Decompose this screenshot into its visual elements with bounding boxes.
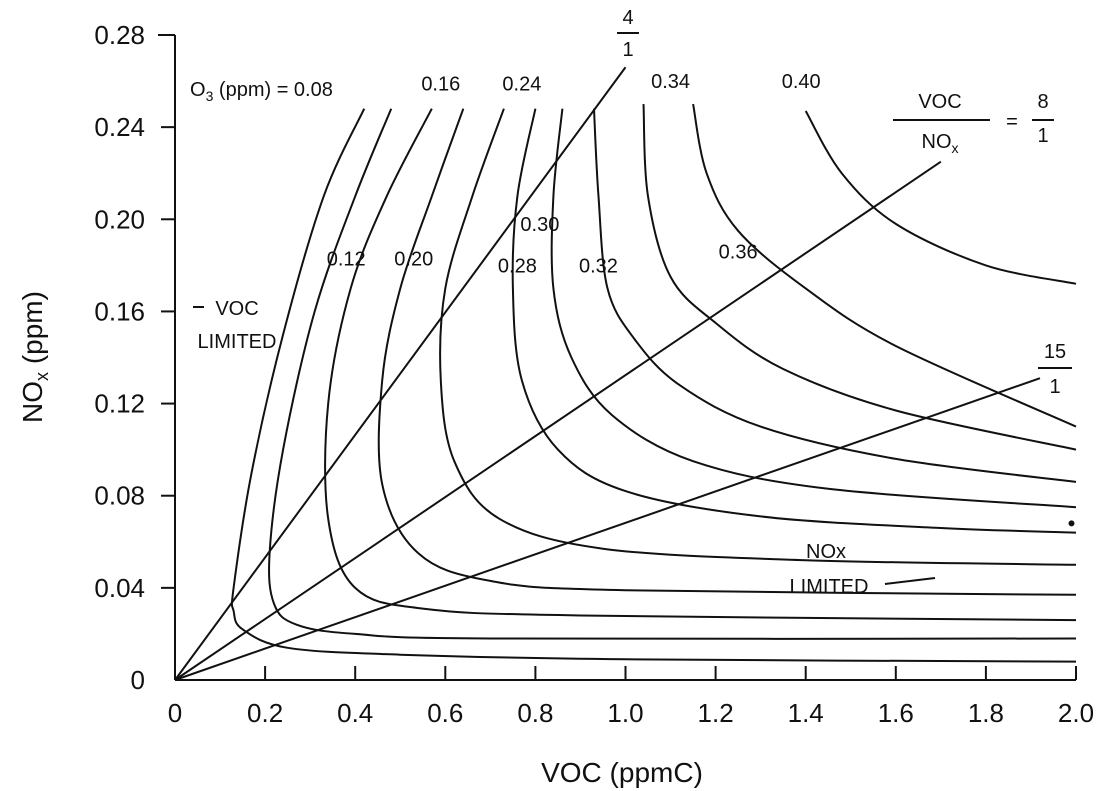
x-tick-label: 0 (168, 698, 182, 728)
y-tick-label: 0.12 (94, 389, 145, 419)
x-tick-label: 2.0 (1058, 698, 1094, 728)
o3-header-sub: 3 (206, 88, 214, 104)
isopleth-0.34 (642, 104, 1077, 451)
isopleth-0.12 (268, 108, 1077, 640)
isopleth-0.08 (230, 108, 1077, 663)
ratio-line-15-1 (174, 377, 1041, 681)
ratio-line-4-1 (174, 66, 627, 681)
isopleth-0.36 (692, 103, 1077, 428)
isopleth-0.24 (439, 108, 1077, 566)
ratio-4-1-numerator: 4 (622, 7, 633, 29)
isopleth-group (230, 103, 1077, 663)
isopleth-label-0.34: 0.34 (651, 71, 690, 93)
x-tick-label: 1.8 (968, 698, 1004, 728)
x-tick-label: 0.6 (427, 698, 463, 728)
x-axis-title: VOC (ppmC) (541, 757, 703, 788)
y-axis-line (158, 34, 176, 680)
isopleth-0.30 (550, 108, 1077, 509)
ratio-8-1-prefix-bottom-sub: x (952, 140, 959, 156)
y-axis-title-tail: (ppm) (17, 291, 48, 372)
ratio-line-group (174, 66, 1041, 681)
nox-limited-line-1: NOx (806, 541, 846, 563)
y-tick-label: 0 (131, 665, 145, 695)
isopleth-label-0.24: 0.24 (502, 73, 541, 95)
ratio-4-1-denominator: 1 (622, 39, 633, 61)
x-tick-label: 0.4 (337, 698, 373, 728)
isopleth-label-0.16: 0.16 (421, 73, 460, 95)
o3-header-main: O (190, 79, 206, 101)
ratio-15-1-numerator: 15 (1044, 341, 1066, 363)
nox-limited-leader (884, 577, 936, 585)
y-tick-label: 0.08 (94, 481, 145, 511)
isopleth-0.40 (804, 110, 1077, 285)
x-tick-label: 1.6 (878, 698, 914, 728)
x-tick-label: 0.2 (247, 698, 283, 728)
isopleth-label-0.12: 0.12 (327, 248, 366, 270)
stray-dot-mark (1068, 520, 1075, 527)
y-tick-group: 0 0.04 0.08 0.12 0.16 0.20 0.24 0.28 (94, 20, 175, 695)
ratio-8-1-equals: = (1006, 111, 1018, 133)
y-tick-label: 0.24 (94, 112, 145, 142)
isopleth-label-0.36: 0.36 (719, 241, 758, 263)
ratio-annotation-group: 4 1 VOC NOx = 8 1 15 1 (617, 7, 1072, 398)
voc-limited-line-1: VOC (215, 298, 258, 320)
nox-limited-line-2: LIMITED (790, 576, 869, 598)
x-tick-label: 1.4 (788, 698, 824, 728)
o3-header-rest: (ppm) = 0.08 (213, 79, 333, 101)
y-axis-title-sub: x (32, 372, 52, 381)
isopleth-0.20 (377, 108, 1077, 596)
ratio-8-1-prefix-top: VOC (918, 91, 961, 113)
ratio-8-1-denominator: 1 (1037, 125, 1048, 147)
y-tick-label: 0.20 (94, 204, 145, 234)
o3-header-label: O3 (ppm) = 0.08 (190, 79, 333, 104)
isopleth-label-0.30: 0.30 (520, 214, 559, 236)
isopleth-label-0.40: 0.40 (782, 71, 821, 93)
y-axis-title-main: NO (17, 381, 48, 423)
y-tick-label: 0.28 (94, 20, 145, 50)
ratio-8-1-numerator: 8 (1037, 91, 1048, 113)
voc-limited-line-2: LIMITED (198, 331, 277, 353)
y-axis-title: NOx (ppm) (17, 291, 52, 423)
x-tick-group: 0 0.2 0.4 0.6 0.8 1.0 1.2 1.4 1.6 1.8 2.0 (168, 666, 1094, 728)
isopleth-0.32 (593, 108, 1077, 483)
x-tick-label: 1.2 (698, 698, 734, 728)
ratio-line-8-1 (174, 160, 942, 681)
isopleth-label-0.20: 0.20 (394, 248, 433, 270)
isopleth-label-0.32: 0.32 (579, 255, 618, 277)
ratio-8-1-prefix-bottom-main: NO (922, 131, 952, 153)
isopleth-label-group: 0.12 0.16 0.20 0.24 0.28 0.30 0.32 0.34 0.36 0.40 (327, 71, 821, 277)
ratio-8-1-prefix-bottom: NOx (922, 131, 959, 156)
y-tick-label: 0.04 (94, 573, 145, 603)
ratio-15-1-denominator: 1 (1049, 376, 1060, 398)
region-annotation-group: VOC LIMITED NOx LIMITED (193, 298, 1075, 598)
y-tick-label: 0.16 (94, 296, 145, 326)
x-tick-label: 0.8 (517, 698, 553, 728)
x-tick-label: 1.0 (607, 698, 643, 728)
isopleth-label-0.28: 0.28 (498, 255, 537, 277)
isopleth-0.28 (511, 108, 1077, 534)
isopleth-0.16 (324, 108, 1077, 622)
